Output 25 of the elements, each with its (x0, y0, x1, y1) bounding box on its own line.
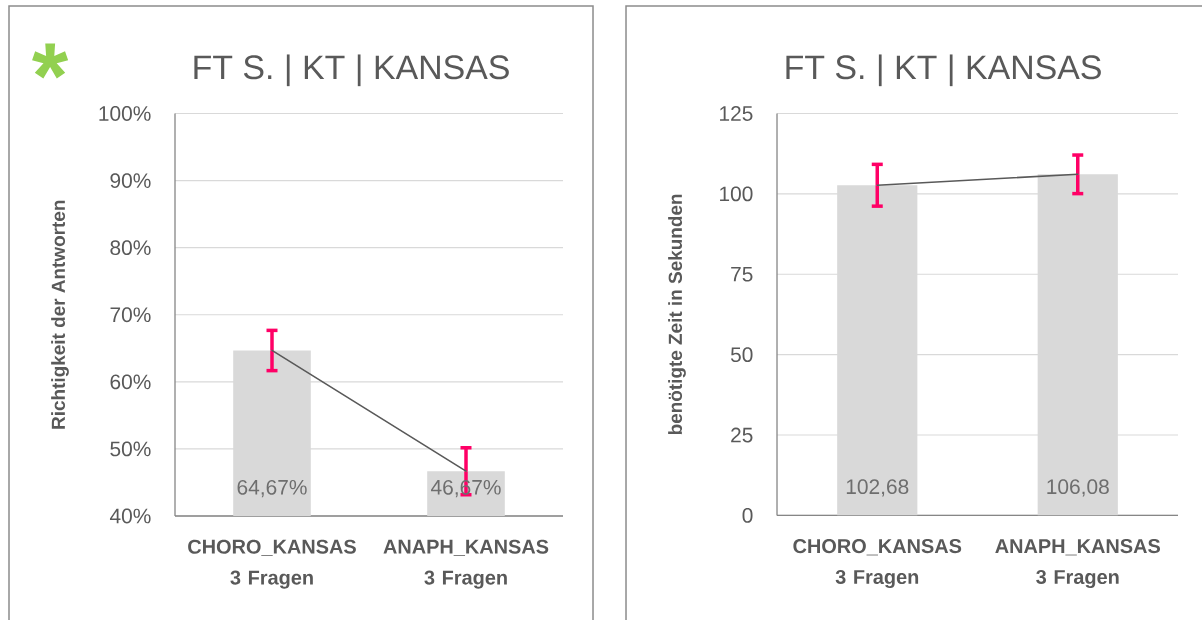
y-tick-label: 100 (720, 186, 753, 202)
text: * (32, 43, 69, 79)
y-tick-label: 40% (109, 508, 151, 524)
x-tick-label: CHORO_KANSAS 3 Fragen (793, 539, 962, 589)
y-tick-label: 80% (110, 240, 151, 256)
data-label: 64,67% (237, 479, 307, 498)
data-label: 102,68 (846, 479, 909, 497)
y-axis-title: Richtigkeit der Antworten (51, 200, 69, 429)
chart-title: FT S. | KT | KANSAS (786, 54, 1101, 87)
x-tick-label: CHORO_KANSAS 3 Fragen (188, 539, 356, 589)
y-tick-label: 75 (731, 266, 753, 282)
x-tick-label: ANAPH_KANSAS 3 Fragen (383, 539, 549, 589)
y-tick-label: 125 (720, 106, 753, 121)
y-tick-label: 100% (99, 106, 151, 121)
y-tick-label: 50% (110, 441, 151, 457)
data-label: 106,08 (1047, 479, 1109, 497)
x-tick-label: ANAPH_KANSAS 3 Fragen (995, 539, 1160, 589)
y-axis-title: benötigte Zeit in Sekunden (668, 194, 686, 435)
chart-title: FT S. | KT | KANSAS (194, 54, 509, 87)
y-tick-label: 0 (742, 507, 753, 523)
y-tick-label: 50 (730, 347, 753, 363)
y-tick-label: 70% (110, 307, 151, 323)
y-tick-label: 25 (731, 427, 753, 443)
y-tick-label: 60% (110, 374, 151, 390)
y-tick-label: 90% (110, 173, 151, 188)
